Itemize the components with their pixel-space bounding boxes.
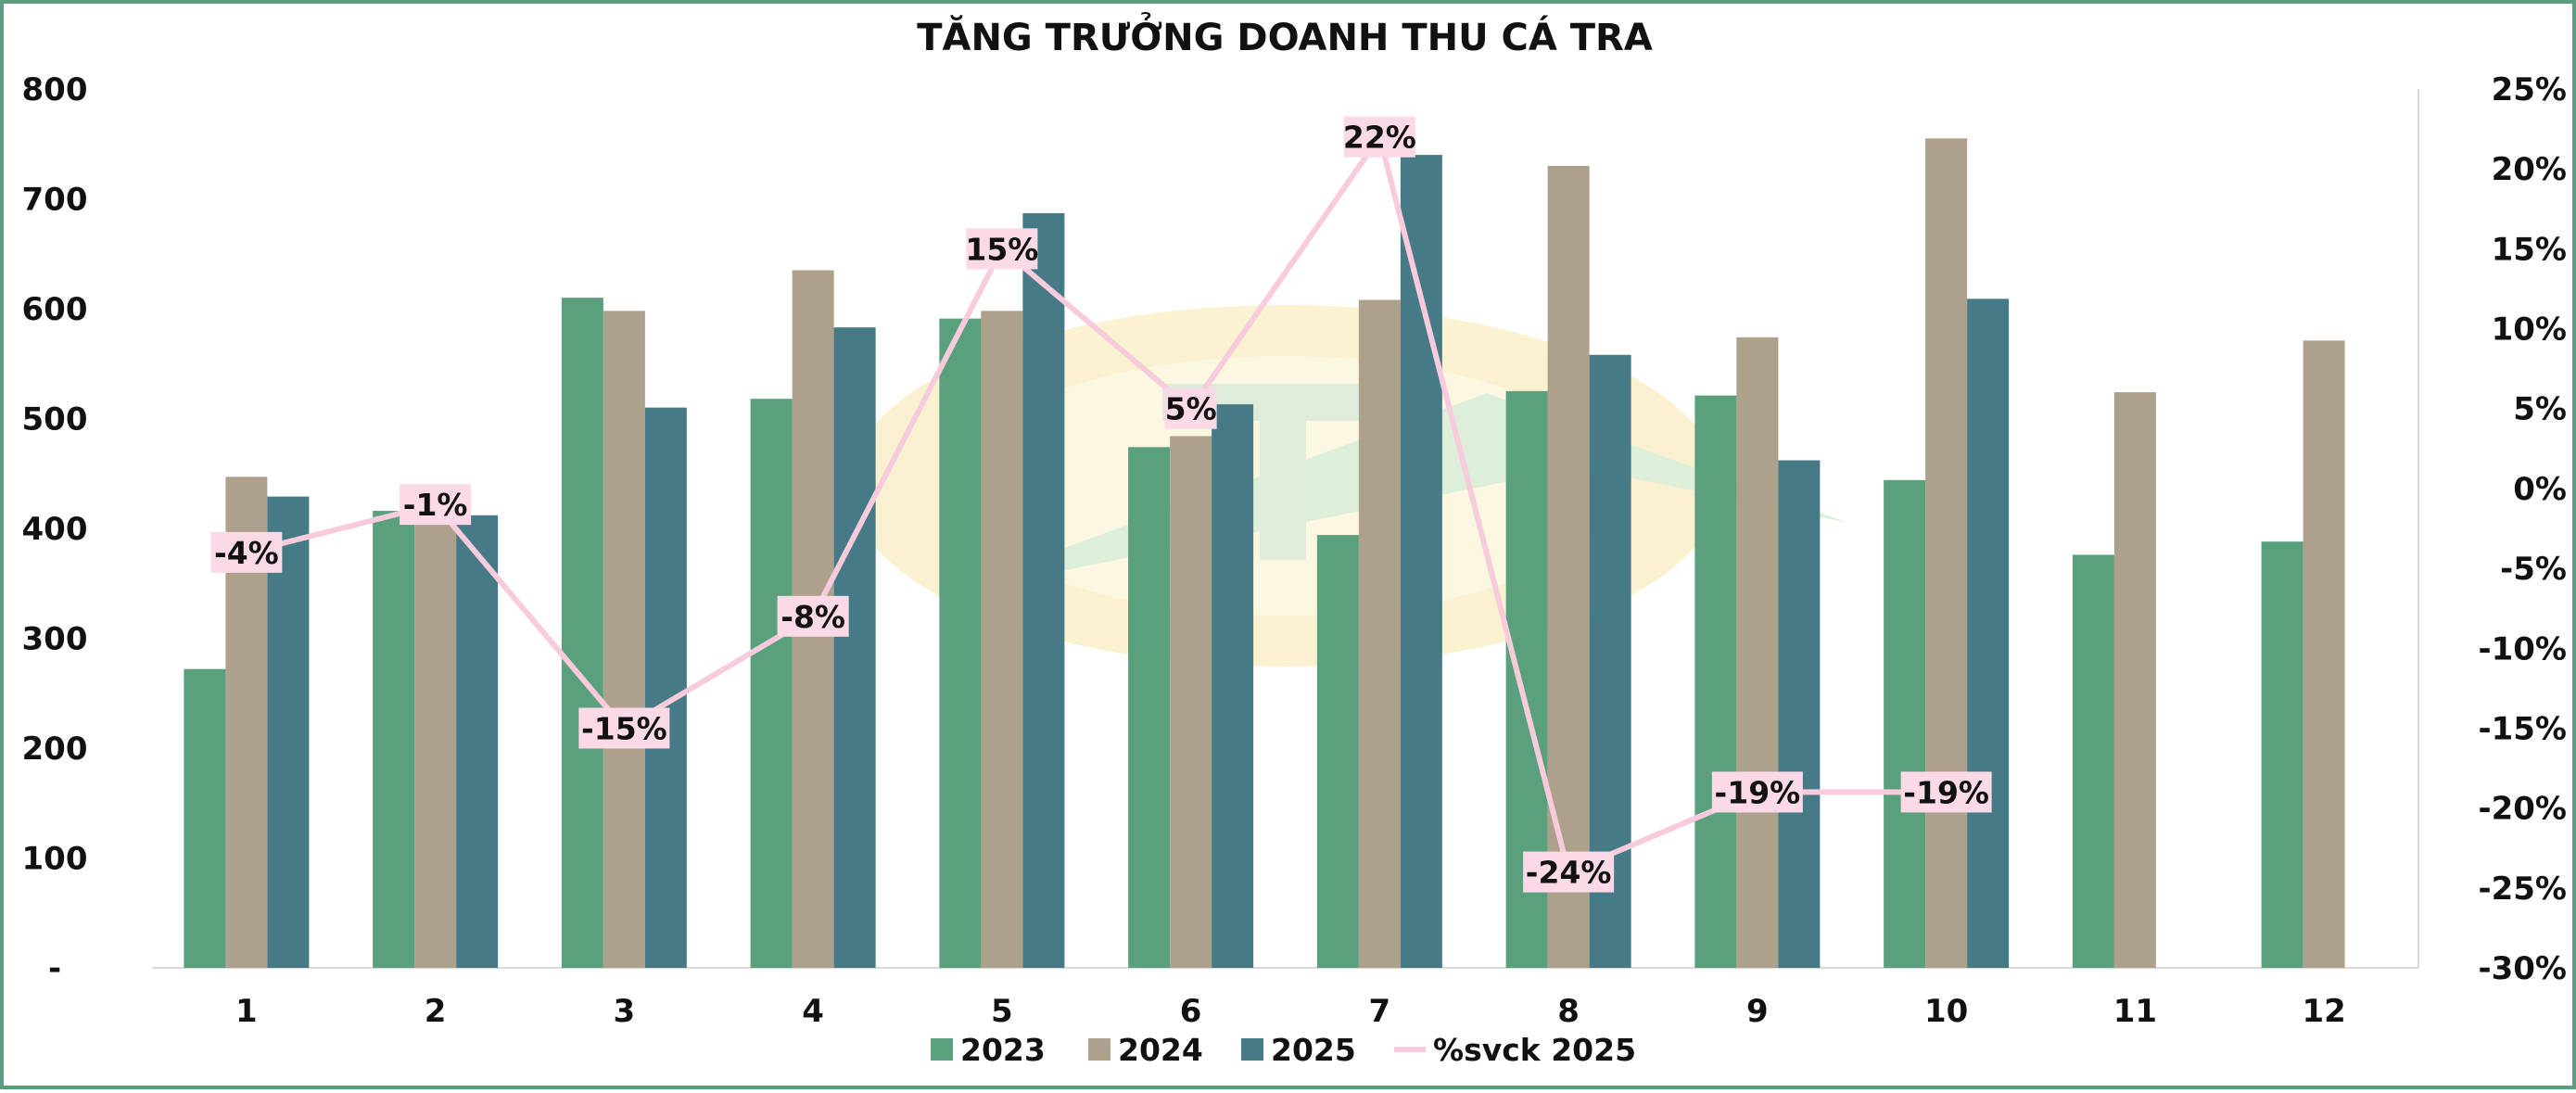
- bar-2024-6: [1170, 436, 1212, 969]
- x-axis-tick-label: 9: [1746, 993, 1769, 1030]
- left-axis-tick-label: -: [48, 950, 61, 987]
- bar-2024-7: [1358, 299, 1401, 968]
- data-label-box: [1164, 388, 1217, 429]
- right-axis-tick-label: 20%: [2492, 151, 2567, 188]
- right-axis-tick-label: 5%: [2513, 391, 2567, 428]
- data-label-box: [210, 531, 283, 573]
- data-label: -19%: [1715, 774, 1801, 810]
- left-axis-tick-label: 400: [22, 511, 88, 548]
- right-axis-tick-label: -5%: [2500, 551, 2567, 588]
- axes: - 100 200 300 400 500 600 700 800 -30% -25% -20% -15…: [22, 71, 2567, 1030]
- data-label: 15%: [965, 231, 1038, 267]
- data-label: 22%: [1343, 120, 1416, 156]
- bar-2025-5: [1022, 212, 1065, 968]
- x-axis-tick-label: 1: [235, 993, 258, 1030]
- data-label-box: [578, 707, 670, 749]
- x-axis-tick-label: 8: [1557, 993, 1580, 1030]
- bar-2024-9: [1736, 337, 1779, 968]
- right-axis-tick-label: -25%: [2479, 871, 2568, 908]
- x-axis-tick-label: 4: [802, 993, 824, 1030]
- data-label: -24%: [1526, 855, 1612, 891]
- bar-2024-2: [414, 508, 457, 968]
- bar-2023-10: [1884, 479, 1926, 968]
- data-label-box: [400, 484, 472, 526]
- left-axis-tick-label: 500: [22, 401, 88, 438]
- x-axis-tick-label: 10: [1924, 993, 1968, 1030]
- legend: 2023 2024 2025 %svck 2025: [931, 1032, 1636, 1068]
- right-axis-tick-label: 25%: [2492, 71, 2567, 108]
- legend-swatch-2025: [1241, 1038, 1263, 1061]
- bar-2023-4: [750, 399, 793, 968]
- right-axis-tick-label: -15%: [2479, 710, 2568, 747]
- right-axis-tick-label: 0%: [2513, 471, 2567, 508]
- bar-2024-11: [2113, 392, 2156, 968]
- growth-line: [246, 133, 1947, 875]
- data-label-box: [1343, 116, 1415, 158]
- revenue-growth-chart: TĂNG TRƯỞNG DOANH THU CÁ TRA - 100 200 300 4…: [22, 10, 2567, 1068]
- bar-2024-10: [1925, 138, 1968, 968]
- bar-2024-8: [1547, 165, 1590, 968]
- x-axis-tick-label: 3: [614, 993, 636, 1030]
- legend-label-growth: %svck 2025: [1433, 1032, 1636, 1068]
- x-axis-tick-label: 2: [425, 993, 447, 1030]
- legend-label-2024: 2024: [1118, 1032, 1203, 1068]
- right-axis-tick-label: -30%: [2479, 950, 2568, 987]
- bar-2025-3: [644, 407, 687, 968]
- left-axis-tick-label: 100: [22, 841, 88, 878]
- bar-2023-3: [561, 298, 603, 968]
- data-label: -15%: [581, 710, 667, 746]
- left-axis-tick-label: 200: [22, 731, 88, 768]
- x-axis-tick-label: 6: [1180, 993, 1202, 1030]
- right-axis-tick-label: -20%: [2479, 791, 2568, 828]
- data-label-box: [1900, 771, 1992, 813]
- data-label: 5%: [1165, 391, 1217, 427]
- bar-2024-5: [981, 311, 1023, 968]
- data-label-box: [966, 228, 1038, 270]
- x-axis-tick-label: 12: [2302, 993, 2345, 1030]
- bar-2023-6: [1128, 447, 1171, 968]
- bar-2023-9: [1694, 395, 1737, 968]
- growth-data-labels: -4% -1% -15% -8% 15% 5% 22% -24% -19% -19%: [210, 116, 1992, 893]
- data-label: -1%: [403, 487, 468, 523]
- data-label-box: [1523, 851, 1615, 893]
- right-axis-tick-label: -10%: [2479, 630, 2568, 667]
- data-label: -19%: [1903, 774, 1989, 810]
- chart-title: TĂNG TRƯỞNG DOANH THU CÁ TRA: [917, 10, 1653, 59]
- legend-swatch-2023: [931, 1038, 953, 1061]
- legend-label-2025: 2025: [1271, 1032, 1356, 1068]
- bar-2023-7: [1316, 535, 1359, 968]
- data-label: -8%: [780, 599, 845, 635]
- bar-2025-7: [1400, 155, 1442, 969]
- bar-2025-9: [1778, 460, 1821, 968]
- bar-2025-10: [1967, 299, 2010, 969]
- bar-2024-3: [603, 311, 645, 968]
- data-label-box: [777, 595, 849, 637]
- right-axis-tick-label: 10%: [2492, 311, 2567, 349]
- x-axis-tick-label: 7: [1369, 993, 1391, 1030]
- x-axis-tick-label: 5: [991, 993, 1013, 1030]
- bar-2025-2: [456, 515, 499, 968]
- bar-2023-2: [373, 511, 415, 968]
- bar-2024-12: [2303, 340, 2345, 968]
- data-label: -4%: [214, 535, 279, 571]
- bar-2025-1: [267, 496, 310, 968]
- bar-2023-5: [939, 318, 982, 968]
- right-axis-tick-label: 15%: [2492, 231, 2567, 268]
- bar-2025-6: [1212, 404, 1254, 969]
- left-axis-tick-label: 600: [22, 291, 88, 328]
- growth-line-path: [246, 133, 1947, 875]
- left-axis-tick-label: 300: [22, 621, 88, 658]
- x-axis-tick-label: 11: [2113, 993, 2157, 1030]
- bar-2025-4: [833, 327, 876, 968]
- legend-label-2023: 2023: [960, 1032, 1046, 1068]
- legend-swatch-2024: [1088, 1038, 1110, 1061]
- data-label-box: [1711, 771, 1803, 813]
- left-axis-tick-label: 800: [22, 71, 88, 108]
- bar-2023-12: [2261, 541, 2303, 968]
- left-axis-tick-label: 700: [22, 182, 88, 219]
- bar-2023-11: [2072, 554, 2114, 968]
- bar-2023-1: [184, 668, 226, 968]
